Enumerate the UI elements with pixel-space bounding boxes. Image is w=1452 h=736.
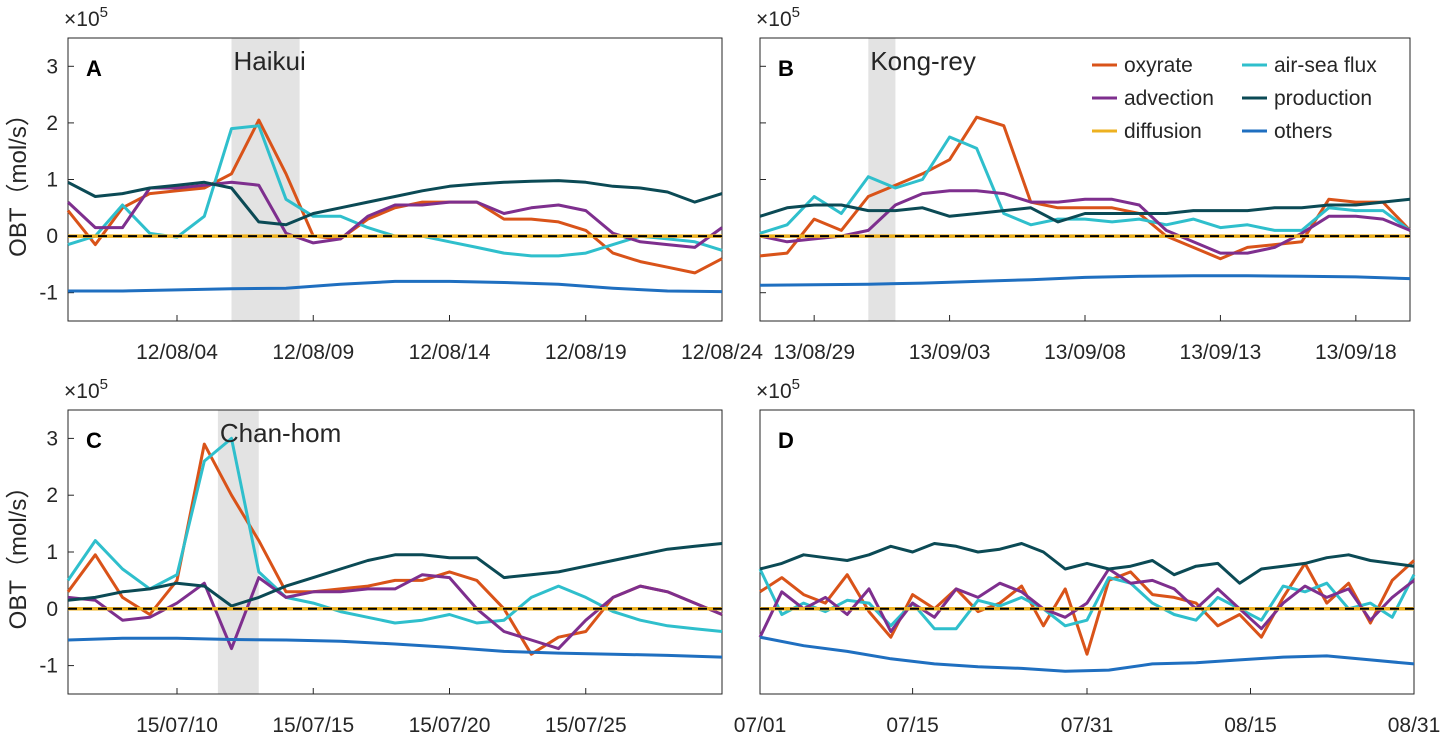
x-tick-label: 12/08/24 [681,341,763,364]
multiplier-base: ×10 [756,380,792,403]
series-line-production [67,179,723,227]
y-tick-label: 3 [46,55,58,78]
series-line-oxyrate [66,118,723,275]
series-line-air-sea-flux [758,568,1416,631]
x-tick-label: 12/08/14 [409,341,491,364]
x-tick-label: 13/09/03 [909,341,991,364]
y-tick-label: 1 [46,169,58,192]
series-line-others [759,635,1415,673]
axis-multiplier: ×105 [64,4,108,31]
series-line-production [759,197,1411,224]
legend-entry: oxyrate [1124,54,1193,77]
panel-a: -1 0 1 2 3 12/08/04 12/08/09 12/08/14 12/08/19 12… [5,4,763,364]
panel-b: 13/08/29 13/09/03 13/09/08 13/09/13 13/09/18… [756,4,1412,364]
series-line-advection [66,180,723,249]
storm-name: Kong-rey [870,46,976,76]
axis-multiplier: ×105 [64,376,108,403]
storm-name: Haikui [234,46,306,76]
series-line-oxyrate [759,115,1412,261]
series-line-others [67,636,723,659]
y-tick-label: -1 [39,655,58,678]
y-tick-label: -1 [39,282,58,305]
x-tick-label: 07/31 [1061,714,1114,736]
multiplier-base: ×10 [64,380,100,403]
series-line-advection [758,567,1415,638]
x-tick-label: 13/09/13 [1180,341,1262,364]
x-tick-label: 12/08/09 [272,341,354,364]
x-tick-label: 15/07/10 [136,714,218,736]
multiplier-base: ×10 [756,8,792,31]
legend-entry: others [1274,120,1332,143]
storm-shade [217,410,259,694]
axis-multiplier: ×105 [756,4,800,31]
x-tick-label: 13/09/08 [1044,341,1126,364]
x-tick-label: 15/07/20 [409,714,491,736]
y-tick-label: 2 [46,112,58,135]
legend-entry: air-sea flux [1274,54,1377,77]
legend: oxyrate air-sea flux advection production di… [1092,54,1377,143]
y-tick-label: 0 [46,225,58,248]
axes-frame [67,37,723,322]
x-tick-label: 12/08/04 [136,341,218,364]
panel-c: -1 0 1 2 3 15/07/10 15/07/15 15/07/20 15/07/25 ×1… [5,376,723,736]
y-tick-label: 1 [46,541,58,564]
series-line-advection [759,189,1411,255]
x-tick-label: 13/08/29 [773,341,855,364]
series-line-air-sea-flux [759,135,1411,235]
panel-d: 07/01 07/15 07/31 08/15 08/31 ×105 D [734,376,1441,736]
multiplier-exponent: 5 [792,376,800,393]
x-tick-label: 07/01 [734,714,787,736]
x-tick-label: 13/09/18 [1315,341,1397,364]
legend-entry: advection [1124,87,1214,110]
y-axis-label: OBT（mol/s） [5,475,32,630]
multiplier-exponent: 5 [792,4,800,21]
storm-name: Chan-hom [220,418,341,448]
legend-entry: production [1274,87,1372,110]
x-tick-label: 15/07/25 [545,714,627,736]
multiplier-base: ×10 [64,8,100,31]
legend-entry: diffusion [1124,120,1202,143]
panel-label: C [86,428,102,453]
series-line-air-sea-flux [66,436,723,633]
y-tick-label: 3 [46,427,58,450]
x-tick-label: 12/08/19 [545,341,627,364]
axes-frame [67,409,723,695]
multiplier-exponent: 5 [100,4,108,21]
panel-label: B [778,56,794,81]
y-tick-label: 2 [46,484,58,507]
series-line-others [68,279,723,294]
x-tick-label: 07/15 [886,714,939,736]
y-tick-label: 0 [46,598,58,621]
x-tick-label: 08/31 [1388,714,1441,736]
series-line-production [67,542,723,608]
x-tick-label: 15/07/15 [272,714,354,736]
series-line-advection [67,573,723,651]
panel-label: D [778,428,794,453]
axis-multiplier: ×105 [756,376,800,403]
series-line-production [759,542,1415,585]
series-line-others [759,274,1411,287]
x-tick-label: 08/15 [1224,714,1277,736]
panel-label: A [86,56,102,81]
y-axis-label: OBT（mol/s） [5,102,32,257]
multiplier-exponent: 5 [100,376,108,393]
